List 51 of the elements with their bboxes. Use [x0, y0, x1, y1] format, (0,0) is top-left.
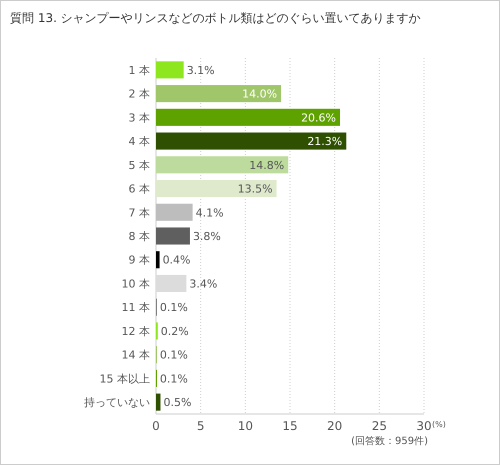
text: (回答数：959件) [351, 435, 428, 447]
bar [156, 108, 340, 126]
data-label: 13.5% [238, 182, 273, 196]
x-tick-label: 25 [372, 419, 387, 433]
data-label: 3.8% [192, 230, 221, 243]
bar [156, 251, 160, 268]
bar [156, 274, 186, 292]
y-tick-label: 8 本 [128, 230, 150, 243]
bar [156, 61, 184, 78]
data-label: 0.1% [160, 301, 188, 314]
data-label: 0.4% [162, 254, 191, 267]
x-tick-label: 5 [196, 419, 204, 433]
bar [156, 394, 160, 411]
y-tick-label: 5 本 [128, 158, 150, 172]
bar [156, 227, 190, 245]
y-tick-label: 9 本 [128, 254, 150, 267]
data-label: 14.0% [242, 88, 278, 101]
data-label: 3.4% [189, 277, 218, 290]
bar [156, 156, 288, 174]
y-tick-label: 1 本 [128, 64, 150, 77]
y-tick-label: 4 本 [128, 135, 150, 148]
y-tick-label: 7 本 [128, 206, 150, 220]
bar [156, 85, 282, 102]
y-tick-label: 10 本 [122, 277, 150, 290]
y-tick-label: 6 本 [128, 182, 150, 196]
y-tick-label: 3 本 [128, 111, 150, 124]
x-tick-label: 10 [238, 419, 253, 433]
data-label: 4.1% [196, 206, 224, 220]
x-tick-label: 30 [416, 419, 432, 433]
y-tick-label: 15 本以上 [100, 372, 150, 386]
y-tick-label: 14 本 [122, 348, 150, 362]
chart-title: 質問 13. シャンプーやリンスなどのボトル類はどのぐらい置いてありますか [10, 11, 421, 25]
data-label: 20.6% [301, 111, 336, 124]
data-label: 3.1% [186, 64, 215, 77]
data-label: 21.3% [307, 135, 342, 148]
x-tick-label: 15 [282, 419, 298, 433]
y-tick-label: 11 本 [122, 301, 150, 314]
data-label: 14.8% [249, 158, 284, 172]
data-label: 0.5% [163, 396, 192, 410]
x-axis-title: (%) [432, 420, 446, 429]
bar [156, 204, 193, 221]
data-label: 0.1% [160, 348, 188, 362]
bar [156, 180, 277, 198]
y-tick-label: 2 本 [128, 88, 150, 101]
data-label: 0.2% [160, 324, 189, 338]
x-tick-label: 20 [327, 419, 342, 433]
x-tick-label: 0 [152, 419, 160, 433]
bar [156, 132, 346, 150]
y-tick-label: 12 本 [122, 324, 150, 338]
data-label: 0.1% [160, 372, 188, 386]
y-tick-label: 持っていない [84, 396, 150, 410]
